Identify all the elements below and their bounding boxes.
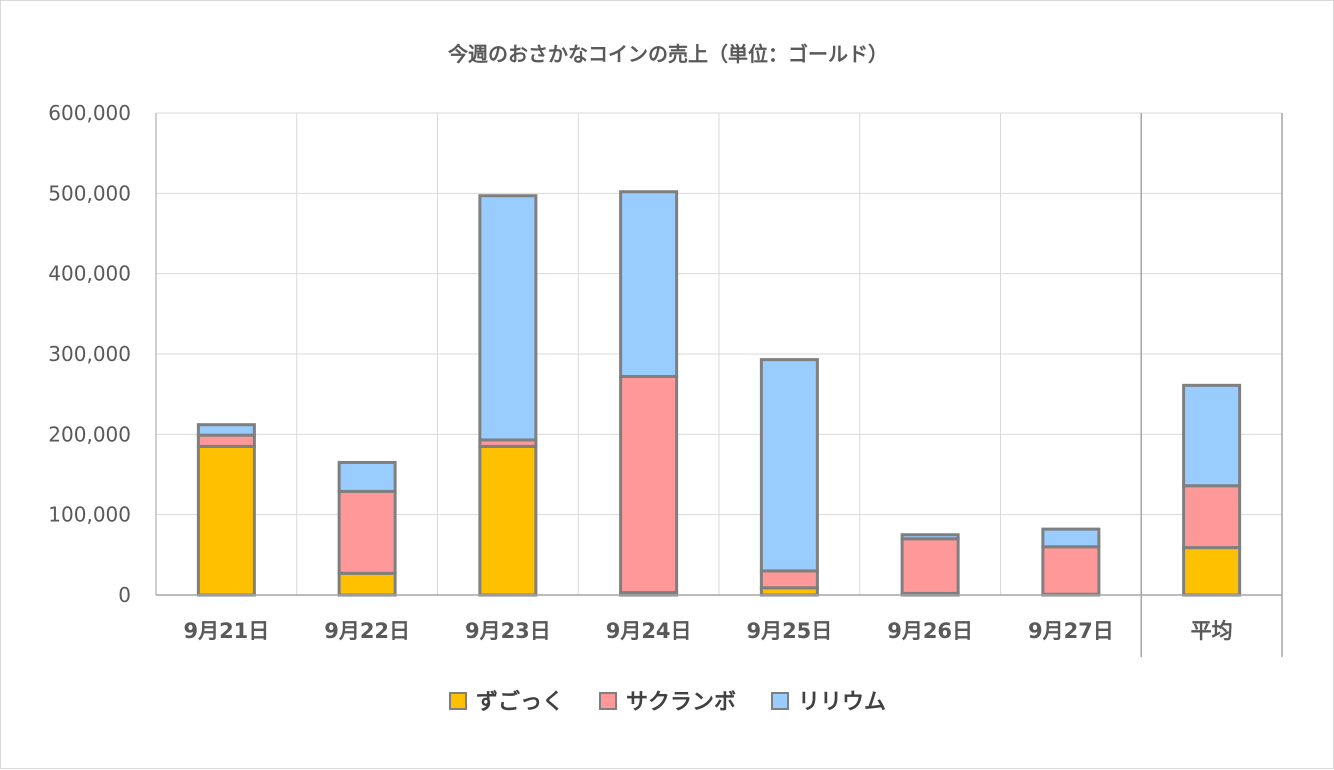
bar-segment — [619, 190, 679, 378]
bar-segment — [1041, 545, 1101, 596]
x-tick-label: 9月23日 — [465, 619, 551, 643]
y-tick-label: 100,000 — [48, 503, 131, 527]
bar-segment — [900, 537, 960, 595]
x-tick-label: 9月22日 — [324, 619, 410, 643]
bar-segment — [900, 533, 960, 541]
bar-segment — [337, 571, 397, 597]
x-axis-tick-labels: 9月21日 9月22日 9月23日 9月24日 9月25日 9月26日 9月27日 平均 — [183, 619, 1232, 643]
legend-swatch — [599, 692, 617, 710]
y-tick-label: 400,000 — [48, 262, 131, 286]
bar-segment — [478, 194, 538, 442]
x-tick-label: 9月24日 — [606, 619, 692, 643]
x-tick-label: 9月26日 — [887, 619, 973, 643]
legend-swatch — [771, 692, 789, 710]
y-tick-label: 500,000 — [48, 181, 131, 205]
x-tick-label: 9月25日 — [746, 619, 832, 643]
bar-segment — [1182, 383, 1242, 488]
axes — [155, 113, 1282, 596]
legend-label: ずごっく — [476, 689, 564, 715]
x-tick-label: 9月27日 — [1028, 619, 1114, 643]
bar-segment — [337, 489, 397, 575]
legend-label: サクランボ — [626, 690, 736, 715]
bars — [196, 190, 1242, 597]
legend-label: リリウム — [798, 690, 886, 715]
legend-swatch — [449, 692, 467, 710]
gridlines — [156, 112, 1283, 657]
chart-title: 今週のおさかなコインの売上（単位：ゴールド） — [448, 42, 888, 66]
bar-segment — [1182, 546, 1242, 597]
bar-segment — [478, 444, 538, 597]
bar-segment — [196, 433, 256, 448]
x-tick-label: 9月21日 — [183, 619, 269, 643]
bar-segment — [196, 444, 256, 597]
y-tick-label: 0 — [118, 583, 131, 607]
bar-segment — [759, 358, 819, 573]
bar-segment — [759, 569, 819, 590]
legend: ずごっく サクランボ リリウム — [449, 689, 886, 715]
bar-segment — [1182, 484, 1242, 550]
bar-segment — [1041, 527, 1101, 549]
y-axis-tick-labels: 0 100,000 200,000 300,000 400,000 500,000 600,… — [48, 101, 131, 607]
y-tick-label: 600,000 — [48, 101, 131, 125]
y-tick-label: 300,000 — [48, 342, 131, 366]
bar-segment — [619, 374, 679, 595]
x-tick-label: 平均 — [1191, 619, 1233, 643]
bar-segment — [337, 460, 397, 493]
y-tick-label: 200,000 — [48, 422, 131, 446]
bar-segment — [196, 423, 256, 437]
